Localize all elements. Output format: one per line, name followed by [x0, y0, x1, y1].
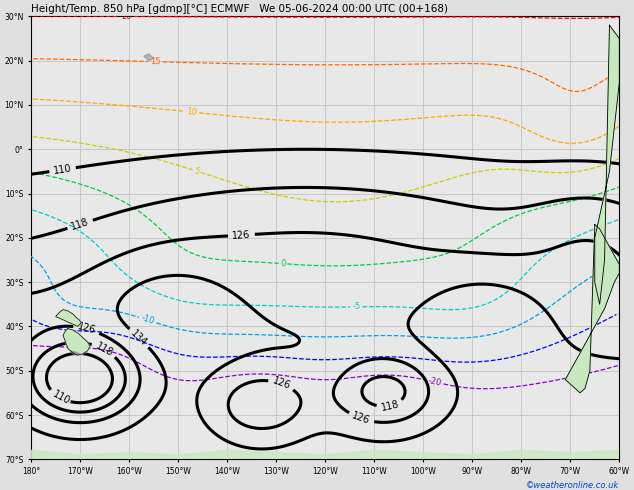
Polygon shape	[595, 25, 619, 304]
Text: 118: 118	[70, 217, 91, 232]
Text: 110: 110	[53, 163, 72, 176]
Text: 10: 10	[186, 107, 198, 117]
Polygon shape	[63, 329, 90, 355]
Text: -15: -15	[616, 303, 633, 318]
Text: 134: 134	[129, 328, 149, 348]
Text: 118: 118	[380, 399, 400, 413]
Polygon shape	[144, 54, 153, 61]
Text: -10: -10	[140, 314, 155, 326]
Text: ©weatheronline.co.uk: ©weatheronline.co.uk	[526, 481, 619, 490]
Polygon shape	[566, 224, 619, 393]
Text: 118: 118	[94, 341, 115, 358]
Text: 126: 126	[76, 322, 97, 336]
Polygon shape	[31, 450, 619, 459]
Text: Height/Temp. 850 hPa [gdmp][°C] ECMWF   We 05-06-2024 00:00 UTC (00+168): Height/Temp. 850 hPa [gdmp][°C] ECMWF We…	[31, 4, 448, 14]
Polygon shape	[56, 310, 81, 326]
Text: -5: -5	[352, 302, 361, 312]
Text: 0: 0	[280, 259, 286, 269]
Text: 110: 110	[51, 390, 72, 407]
Text: 126: 126	[232, 230, 251, 241]
Text: 126: 126	[351, 411, 372, 426]
Text: 15: 15	[150, 57, 160, 66]
Polygon shape	[70, 351, 80, 355]
Text: -20: -20	[427, 376, 442, 388]
Text: 5: 5	[193, 166, 200, 176]
Text: 126: 126	[271, 376, 292, 392]
Text: 20: 20	[121, 12, 132, 21]
